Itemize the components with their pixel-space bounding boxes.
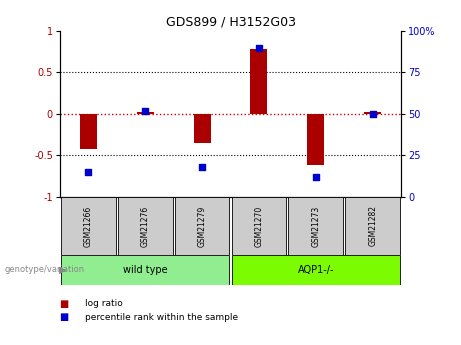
Bar (307, 114, 324, 165)
Text: ■: ■ (60, 313, 72, 322)
Bar (136, 112, 154, 114)
Bar (118, 197, 172, 255)
Title: GDS899 / H3152G03: GDS899 / H3152G03 (165, 16, 296, 29)
Point (198, 164, 206, 170)
Point (255, 45, 263, 50)
Bar (231, 255, 400, 285)
Text: GSM21276: GSM21276 (141, 205, 150, 247)
Text: ▶: ▶ (59, 265, 66, 275)
Text: percentile rank within the sample: percentile rank within the sample (85, 313, 238, 322)
Point (142, 108, 149, 113)
Point (369, 111, 376, 117)
Text: GSM21270: GSM21270 (254, 205, 263, 247)
Text: AQP1-/-: AQP1-/- (297, 265, 334, 275)
Text: GSM21282: GSM21282 (368, 206, 377, 246)
Text: GSM21279: GSM21279 (198, 205, 207, 247)
Bar (61, 255, 230, 285)
Point (85, 169, 92, 175)
Text: genotype/variation: genotype/variation (5, 265, 85, 275)
Text: GSM21273: GSM21273 (311, 205, 320, 247)
Bar (250, 49, 267, 114)
Bar (194, 114, 211, 143)
Bar (231, 197, 286, 255)
Bar (345, 197, 400, 255)
Text: log ratio: log ratio (85, 299, 123, 308)
Text: GSM21266: GSM21266 (84, 205, 93, 247)
Point (312, 174, 319, 179)
Bar (80, 114, 97, 149)
Bar (175, 197, 230, 255)
Text: wild type: wild type (123, 265, 167, 275)
Bar (364, 112, 381, 114)
Text: ■: ■ (60, 299, 72, 308)
Bar (61, 197, 116, 255)
Bar (289, 197, 343, 255)
